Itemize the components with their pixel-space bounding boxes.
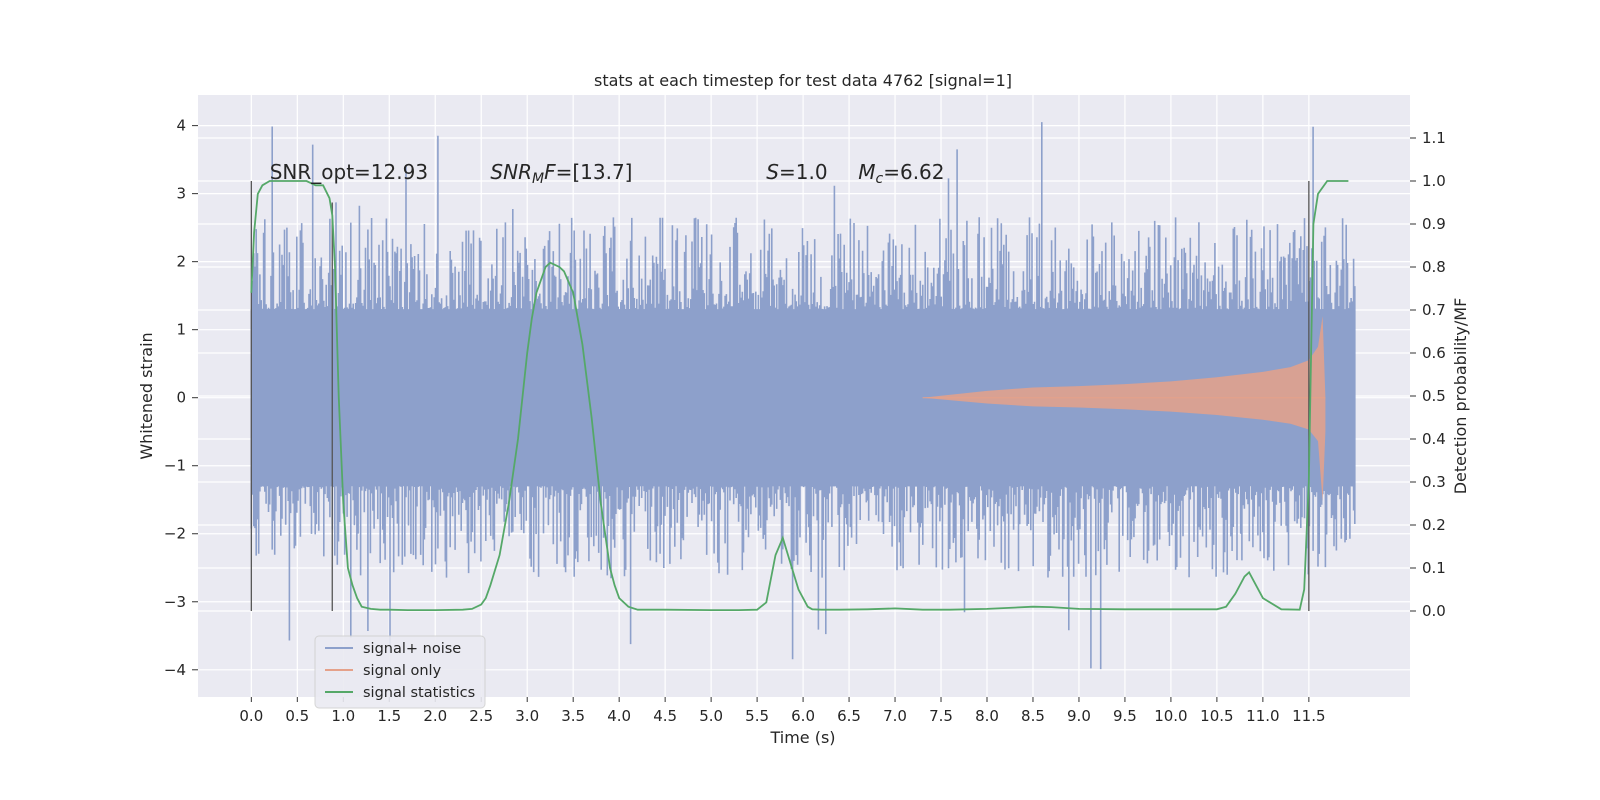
x-tick-label: 7.5	[929, 707, 953, 725]
legend: signal+ noise signal only signal statistic…	[314, 635, 486, 709]
annotation-part: =1.0	[779, 160, 828, 184]
signal-statistics-line	[250, 180, 1349, 611]
annotation-text: S=1.0	[766, 160, 827, 184]
legend-label: signal+ noise	[363, 641, 461, 657]
y-left-tick-label: 0	[176, 389, 186, 407]
y-axis-right-label: Detection probability/MF	[1451, 298, 1470, 495]
y-axis-left: 4 3 2 1 0 −1 −2 −3 −4	[164, 117, 198, 679]
y-right-tick-label: 0.8	[1422, 258, 1446, 276]
x-axis: 0.0 0.5 1.0 1.5 2.0 2.5 3.0 3.5 4.0 4.5 5.0 5.5 6.0 6…	[239, 697, 1326, 725]
y-left-tick-label: 2	[176, 253, 186, 271]
x-tick-label: 3.0	[515, 707, 539, 725]
x-tick-label: 3.5	[561, 707, 585, 725]
y-left-tick-label: −2	[164, 525, 186, 543]
y-left-tick-label: −3	[164, 593, 186, 611]
x-tick-label: 11.5	[1292, 707, 1325, 725]
y-axis-left-label: Whitened strain	[137, 332, 156, 459]
annotation-part: F	[544, 160, 556, 184]
x-tick-label: 1.5	[377, 707, 401, 725]
signal-only-envelope	[922, 316, 1326, 502]
x-tick-label: 0.0	[239, 707, 263, 725]
x-tick-label: 4.0	[607, 707, 631, 725]
annotation-part: M	[532, 171, 544, 187]
annotation-text: Mc=6.62	[858, 160, 944, 187]
annotation-part: c	[876, 171, 884, 187]
annotation-text: SNRMF=[13.7]	[490, 160, 632, 187]
x-tick-label: 4.5	[653, 707, 677, 725]
x-tick-label: 0.5	[285, 707, 309, 725]
x-tick-label: 2.5	[469, 707, 493, 725]
x-tick-label: 11.0	[1246, 707, 1279, 725]
y-right-tick-label: 0.2	[1422, 516, 1446, 534]
annotation-part: =6.62	[883, 160, 944, 184]
y-right-tick-label: 0.4	[1422, 430, 1446, 448]
y-right-tick-label: 0.0	[1422, 602, 1446, 620]
x-tick-label: 10.5	[1200, 707, 1233, 725]
x-tick-label: 9.0	[1067, 707, 1091, 725]
y-right-tick-label: 0.7	[1422, 301, 1446, 319]
annotation-part: S	[766, 160, 779, 184]
x-tick-label: 1.0	[331, 707, 355, 725]
y-axis-right: 1.1 1.0 0.9 0.8 0.7 0.6 0.5 0.4 0.3 0.2 0.1 0.0	[1410, 129, 1446, 620]
signal-only-series	[922, 316, 1326, 502]
x-tick-label: 5.0	[699, 707, 723, 725]
x-tick-label: 2.0	[423, 707, 447, 725]
y-right-tick-label: 0.1	[1422, 559, 1446, 577]
annotation-text: SNR_opt=12.93	[270, 160, 428, 184]
y-right-tick-label: 1.1	[1422, 129, 1446, 147]
y-right-tick-label: 1.0	[1422, 172, 1446, 190]
legend-box	[314, 635, 486, 709]
y-right-tick-label: 0.3	[1422, 473, 1446, 491]
y-left-tick-label: 1	[176, 321, 186, 339]
chart-title: stats at each timestep for test data 476…	[594, 71, 1012, 90]
annotation-part: =[13.7]	[556, 160, 633, 184]
annotation-part: M	[858, 160, 875, 184]
legend-label: signal only	[363, 663, 442, 679]
annotation-part: SNR	[490, 160, 532, 184]
y-right-tick-label: 0.5	[1422, 387, 1446, 405]
x-tick-label: 8.0	[975, 707, 999, 725]
y-right-tick-label: 0.9	[1422, 215, 1446, 233]
y-left-tick-label: 3	[176, 185, 186, 203]
y-right-tick-label: 0.6	[1422, 344, 1446, 362]
y-left-tick-label: 4	[176, 117, 186, 135]
x-tick-label: 9.5	[1113, 707, 1137, 725]
x-tick-label: 5.5	[745, 707, 769, 725]
x-tick-label: 7.0	[883, 707, 907, 725]
legend-label: signal statistics	[363, 685, 475, 701]
vertical-markers	[250, 181, 1310, 611]
x-tick-label: 8.5	[1021, 707, 1045, 725]
signal-statistics-series	[250, 180, 1349, 611]
x-axis-label: Time (s)	[769, 728, 835, 747]
annotations: SNR_opt=12.93 SNRMF=[13.7] S=1.0 Mc=6.62	[270, 160, 945, 187]
x-tick-label: 6.5	[837, 707, 861, 725]
y-left-tick-label: −1	[164, 457, 186, 475]
y-left-tick-label: −4	[164, 661, 186, 679]
x-tick-label: 10.0	[1154, 707, 1187, 725]
x-tick-label: 6.0	[791, 707, 815, 725]
